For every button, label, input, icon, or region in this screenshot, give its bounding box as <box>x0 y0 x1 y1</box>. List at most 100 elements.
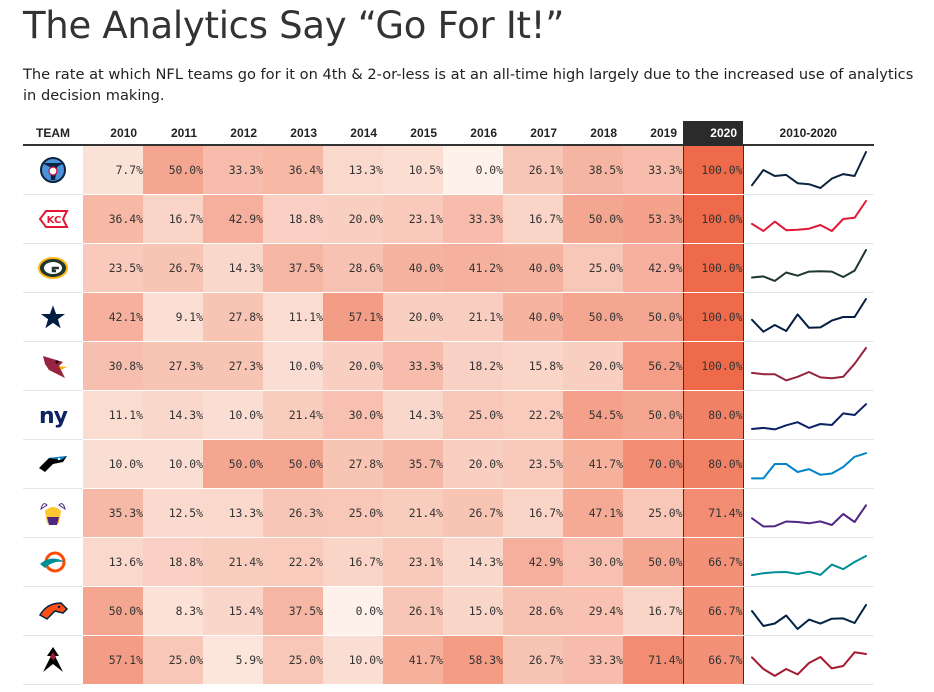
panthers-logo-icon <box>39 456 67 472</box>
chiefs-logo-icon: KC <box>38 210 69 228</box>
table-row: 23.5% 26.7% 14.3% 37.5% 28.6% 40.0% 41.2% 40.0%… <box>23 243 874 293</box>
rate-cell-2017: 28.6% <box>503 586 563 636</box>
rate-cell-2019: 70.0% <box>623 439 683 489</box>
rate-cell-2012: 15.4% <box>203 586 263 636</box>
rate-cell-2016: 25.0% <box>443 390 503 440</box>
rate-cell-2018: 30.0% <box>563 537 623 587</box>
sparkline <box>750 347 867 382</box>
trend-cell <box>743 145 874 195</box>
rate-cell-2019: 50.0% <box>623 537 683 587</box>
rate-cell-2015: 41.7% <box>383 635 443 685</box>
rate-cell-2014: 28.6% <box>323 243 383 293</box>
rate-cell-2013: 25.0% <box>263 635 323 685</box>
rate-cell-2010: 13.6% <box>83 537 143 587</box>
heatmap-table: TEAM 2010 2011 2012 2013 2014 2015 2016 2017 201… <box>23 121 874 685</box>
table-row: ny 11.1% 14.3% 10.0% 21.4% 30.0% 14.3% 25.0% 22.… <box>23 390 874 440</box>
rate-cell-2020: 100.0% <box>682 341 744 391</box>
column-header-trend: 2010-2020 <box>743 121 874 146</box>
rate-cell-2011: 16.7% <box>143 194 203 244</box>
rate-cell-2017: 40.0% <box>503 243 563 293</box>
falcons-logo-icon <box>43 647 63 672</box>
rate-cell-2015: 23.1% <box>383 537 443 587</box>
team-cell <box>23 537 83 587</box>
rate-cell-2016: 15.0% <box>443 586 503 636</box>
rate-cell-2014: 0.0% <box>323 586 383 636</box>
rate-cell-2010: 30.8% <box>83 341 143 391</box>
rate-cell-2019: 50.0% <box>623 390 683 440</box>
sparkline <box>750 555 867 577</box>
rate-cell-2020: 100.0% <box>682 145 744 195</box>
rate-cell-2017: 40.0% <box>503 292 563 342</box>
rate-cell-2010: 42.1% <box>83 292 143 342</box>
column-header-2018: 2018 <box>563 121 623 146</box>
rate-cell-2013: 21.4% <box>263 390 323 440</box>
column-header-2012: 2012 <box>203 121 263 146</box>
rate-cell-2011: 12.5% <box>143 488 203 538</box>
rate-cell-2011: 9.1% <box>143 292 203 342</box>
page-subtitle: The rate at which NFL teams go for it on… <box>23 66 914 104</box>
rate-cell-2016: 0.0% <box>443 145 503 195</box>
column-header-2016: 2016 <box>443 121 503 146</box>
rate-cell-2017: 16.7% <box>503 194 563 244</box>
table-row: 30.8% 27.3% 27.3% 10.0% 20.0% 33.3% 18.2% 15.8%… <box>23 341 874 391</box>
rate-cell-2017: 26.1% <box>503 145 563 195</box>
column-header-2017: 2017 <box>503 121 563 146</box>
sparkline <box>750 200 867 232</box>
rate-cell-2011: 18.8% <box>143 537 203 587</box>
vikings-logo-icon <box>40 503 66 525</box>
rate-cell-2019: 56.2% <box>623 341 683 391</box>
page-title: The Analytics Say “Go For It!” <box>23 4 565 47</box>
rate-cell-2017: 16.7% <box>503 488 563 538</box>
trend-cell <box>743 390 874 440</box>
rate-cell-2013: 37.5% <box>263 586 323 636</box>
rate-cell-2017: 15.8% <box>503 341 563 391</box>
rate-cell-2018: 20.0% <box>563 341 623 391</box>
rate-cell-2015: 14.3% <box>383 390 443 440</box>
rate-cell-2010: 7.7% <box>83 145 143 195</box>
team-cell: KC <box>23 194 83 244</box>
team-cell <box>23 341 83 391</box>
trend-cell <box>743 292 874 342</box>
rate-cell-2010: 10.0% <box>83 439 143 489</box>
rate-cell-2011: 26.7% <box>143 243 203 293</box>
rate-cell-2016: 33.3% <box>443 194 503 244</box>
rate-cell-2014: 30.0% <box>323 390 383 440</box>
rate-cell-2016: 21.1% <box>443 292 503 342</box>
rate-cell-2014: 10.0% <box>323 635 383 685</box>
sparkline <box>750 403 867 431</box>
rate-cell-2020: 80.0% <box>682 390 744 440</box>
titans-logo-icon <box>40 157 66 183</box>
table-row: KC 36.4% 16.7% 42.9% 18.8% 20.0% 23.1% 33.3% 16.… <box>23 194 874 244</box>
rate-cell-2011: 27.3% <box>143 341 203 391</box>
svg-text:ny: ny <box>39 404 68 429</box>
broncos-logo-icon <box>38 602 69 620</box>
rate-cell-2019: 42.9% <box>623 243 683 293</box>
rate-cell-2012: 10.0% <box>203 390 263 440</box>
rate-cell-2016: 58.3% <box>443 635 503 685</box>
cardinals-logo-icon <box>43 356 67 378</box>
rate-cell-2013: 11.1% <box>263 292 323 342</box>
team-cell <box>23 243 83 293</box>
rate-cell-2020: 80.0% <box>682 439 744 489</box>
rate-cell-2013: 18.8% <box>263 194 323 244</box>
table-row: 42.1% 9.1% 27.8% 11.1% 57.1% 20.0% 21.1% 40.0% 5… <box>23 292 874 342</box>
column-header-2019: 2019 <box>623 121 683 146</box>
team-cell <box>23 292 83 342</box>
rate-cell-2011: 25.0% <box>143 635 203 685</box>
rate-cell-2010: 23.5% <box>83 243 143 293</box>
table-row: 35.3% 12.5% 13.3% 26.3% 25.0% 21.4% 26.7% 16.7%… <box>23 488 874 538</box>
team-cell <box>23 635 83 685</box>
table-row: 13.6% 18.8% 21.4% 22.2% 16.7% 23.1% 14.3% 42.9%… <box>23 537 874 587</box>
rate-cell-2019: 53.3% <box>623 194 683 244</box>
rate-cell-2014: 16.7% <box>323 537 383 587</box>
header-row: TEAM 2010 2011 2012 2013 2014 2015 2016 2017 201… <box>23 121 874 146</box>
cowboys-logo-icon <box>38 302 68 331</box>
column-header-2011: 2011 <box>143 121 203 146</box>
rate-cell-2012: 13.3% <box>203 488 263 538</box>
rate-cell-2011: 8.3% <box>143 586 203 636</box>
dolphins-logo-icon <box>40 551 66 573</box>
rate-cell-2016: 20.0% <box>443 439 503 489</box>
team-cell <box>23 439 83 489</box>
rate-cell-2010: 11.1% <box>83 390 143 440</box>
sparkline-series-line <box>750 452 867 480</box>
